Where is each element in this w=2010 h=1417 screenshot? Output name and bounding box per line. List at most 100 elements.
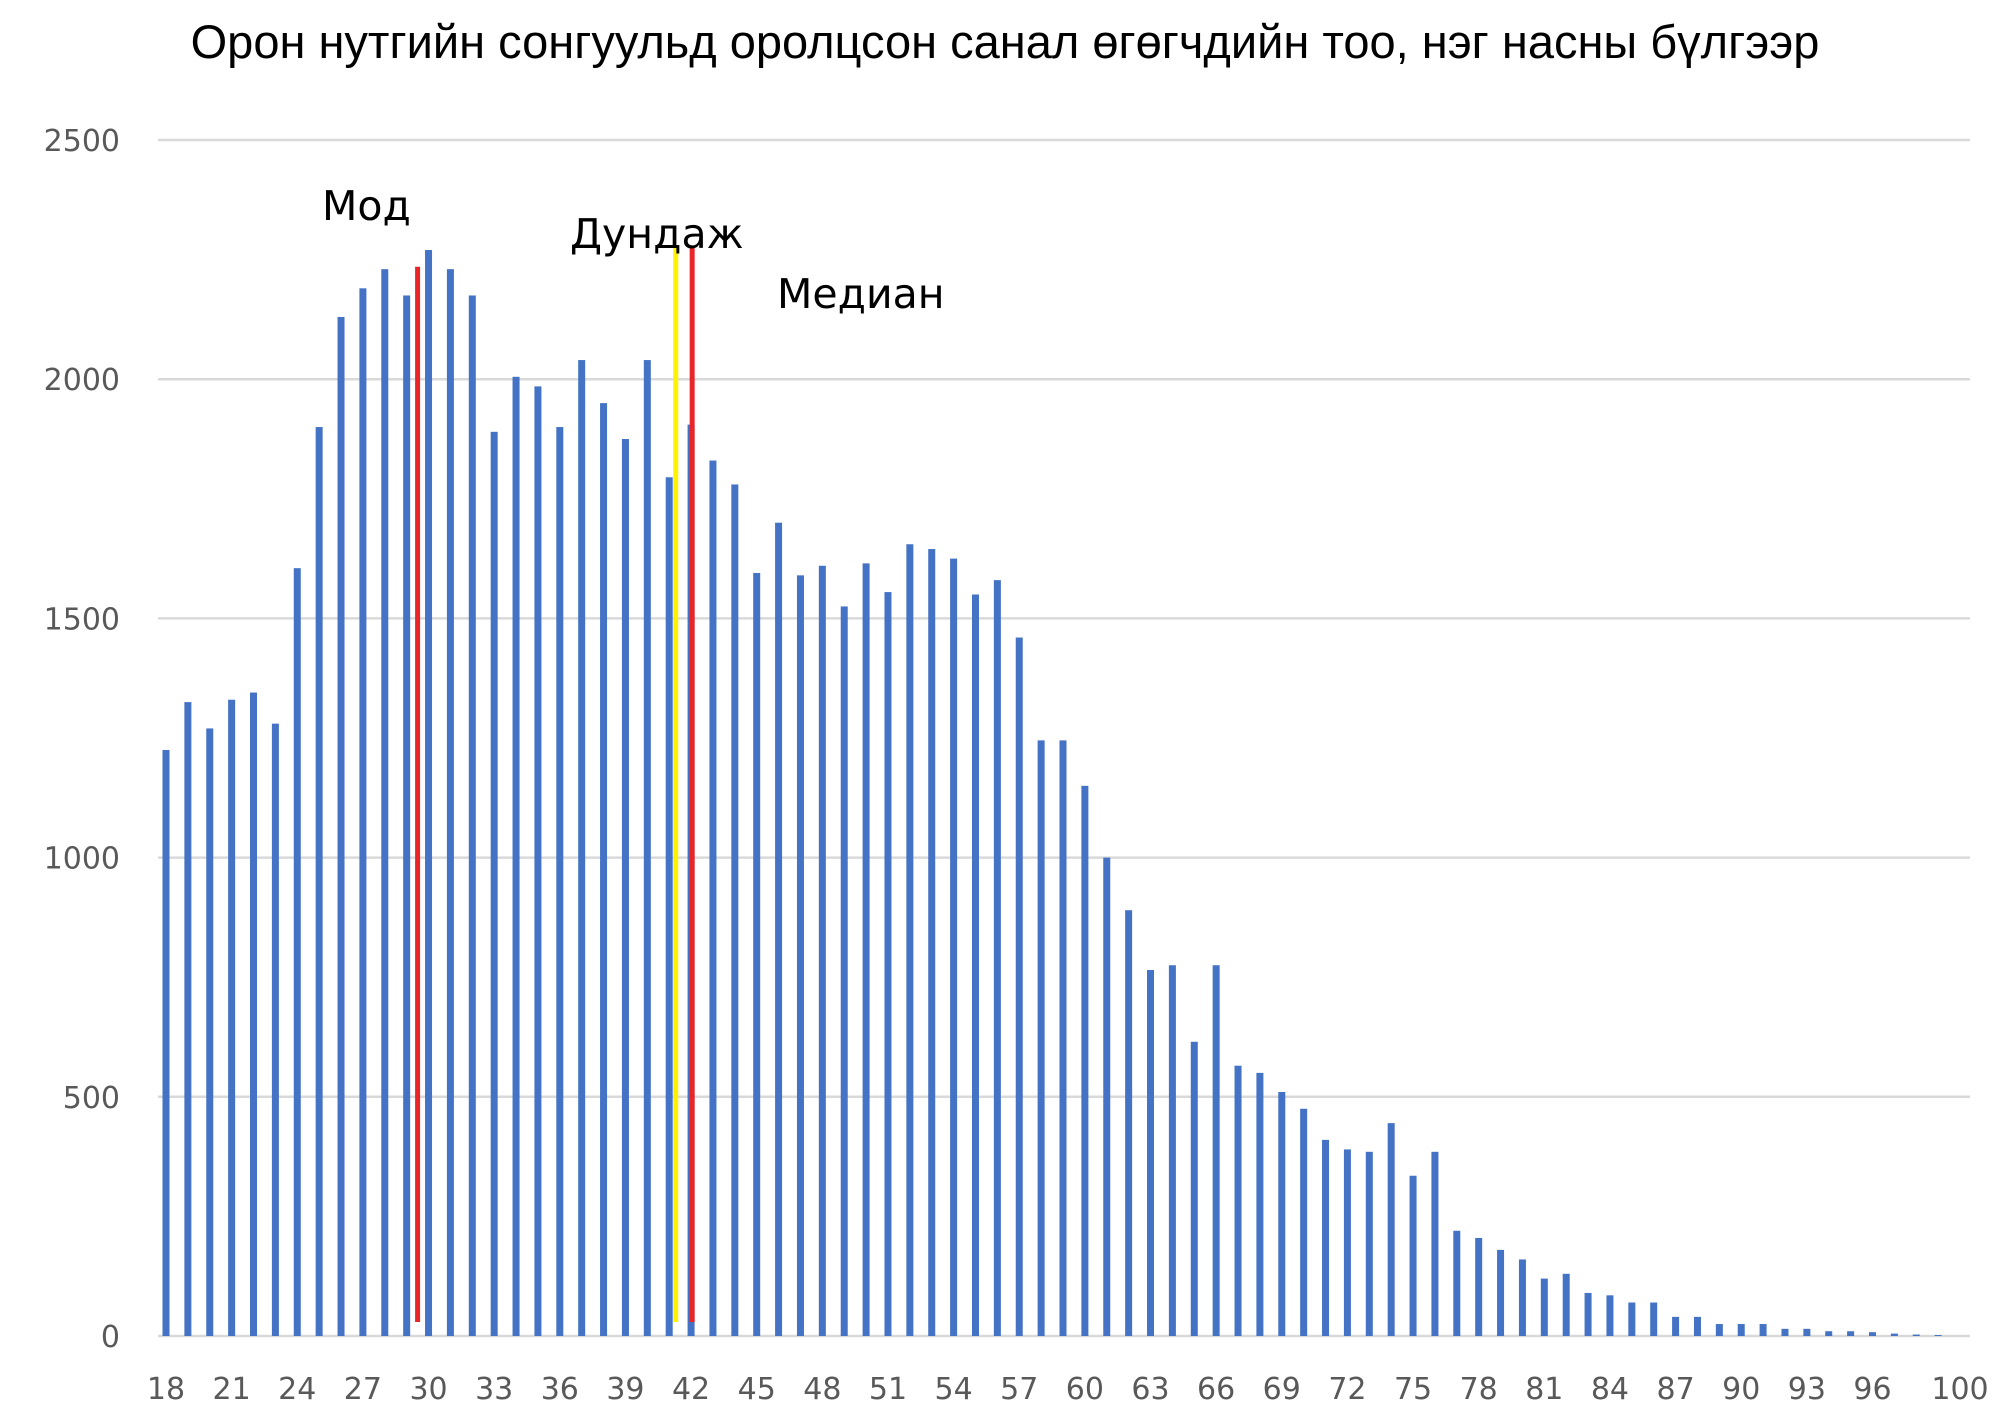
x-tick-label: 81 (1525, 1372, 1563, 1407)
bar (1037, 740, 1045, 1336)
bar (1059, 740, 1067, 1336)
bar (1737, 1324, 1745, 1336)
bar (1234, 1065, 1242, 1336)
x-tick-label: 21 (213, 1372, 251, 1407)
x-tick-label: 24 (278, 1372, 316, 1407)
bar (250, 692, 258, 1336)
x-tick-label: 18 (147, 1372, 185, 1407)
bar (1934, 1335, 1942, 1336)
x-tick-label: 48 (803, 1372, 841, 1407)
bar (1343, 1149, 1351, 1336)
bar (1584, 1292, 1592, 1336)
bar (1715, 1324, 1723, 1336)
bar (796, 575, 804, 1336)
bar (1015, 637, 1023, 1336)
bar (1475, 1237, 1483, 1336)
x-tick-label: 63 (1131, 1372, 1169, 1407)
x-tick-label: 54 (935, 1372, 973, 1407)
marker-label: Дундаж (570, 210, 744, 258)
marker-label: Мод (322, 182, 411, 230)
bar (1518, 1259, 1526, 1336)
bar (621, 439, 629, 1336)
bar (818, 565, 826, 1336)
bar (1628, 1302, 1636, 1336)
bar (271, 723, 279, 1336)
bar (1781, 1328, 1789, 1336)
x-tick-label: 36 (541, 1372, 579, 1407)
bar (1650, 1302, 1658, 1336)
bar (446, 269, 454, 1337)
bar (1147, 970, 1155, 1336)
bar (928, 549, 936, 1336)
y-tick-label: 0 (101, 1320, 120, 1355)
bar (162, 749, 170, 1336)
bar (1540, 1278, 1548, 1336)
x-tick-label: 78 (1460, 1372, 1498, 1407)
x-tick-label: 60 (1066, 1372, 1104, 1407)
bar (228, 699, 236, 1336)
y-tick-label: 2500 (44, 124, 120, 159)
bar (906, 544, 914, 1336)
marker-label: Медиан (777, 270, 945, 318)
bar (971, 594, 979, 1336)
bar (1803, 1328, 1811, 1336)
bar (1825, 1331, 1833, 1336)
bar (862, 563, 870, 1336)
y-tick-label: 1000 (44, 842, 120, 877)
bar (1890, 1333, 1898, 1336)
bar (1365, 1151, 1373, 1336)
bar (1912, 1334, 1920, 1336)
marker-lines (415, 247, 695, 1322)
bar (1672, 1316, 1680, 1336)
bar (1868, 1332, 1876, 1336)
bar (1409, 1175, 1417, 1336)
bars (162, 250, 1942, 1337)
x-tick-label: 72 (1328, 1372, 1366, 1407)
bar (490, 431, 498, 1337)
x-tick-label: 30 (409, 1372, 447, 1407)
bar (381, 269, 389, 1337)
bar (731, 484, 739, 1336)
x-tick-label: 100 (1931, 1372, 1988, 1407)
bar (534, 386, 542, 1337)
bar (556, 427, 564, 1336)
y-tick-label: 2000 (44, 363, 120, 398)
x-tick-label: 39 (606, 1372, 644, 1407)
bar (315, 427, 323, 1336)
bar (403, 295, 411, 1337)
x-tick-label: 42 (672, 1372, 710, 1407)
x-tick-label: 51 (869, 1372, 907, 1407)
bar (1322, 1139, 1330, 1336)
bar (1103, 857, 1111, 1336)
chart-title: Орон нутгийн сонгуульд оролцсон санал өг… (190, 15, 1820, 68)
bar (1759, 1324, 1767, 1336)
bar (425, 250, 433, 1337)
bar (1693, 1316, 1701, 1336)
bar (600, 403, 608, 1336)
x-axis-ticks: 18 21 24 27 30 33 36 39 42 45 48 51 54 57 60 63 66 69 72 75… (147, 1372, 1989, 1407)
annotations: Мод Дундаж Медиан (322, 182, 945, 318)
x-tick-label: 69 (1263, 1372, 1301, 1407)
bar (665, 477, 673, 1337)
bar (1453, 1230, 1461, 1336)
x-tick-label: 27 (344, 1372, 382, 1407)
bar (1300, 1108, 1308, 1336)
bar (468, 295, 476, 1337)
bar (840, 606, 848, 1336)
bar (1278, 1092, 1286, 1336)
bar (950, 558, 958, 1336)
bar (1606, 1295, 1614, 1336)
bar (1256, 1072, 1264, 1336)
bar (359, 288, 367, 1337)
bar (884, 592, 892, 1336)
bar (753, 572, 761, 1336)
bar (1212, 965, 1220, 1336)
y-tick-label: 1500 (44, 602, 120, 637)
bar (709, 460, 717, 1336)
x-tick-label: 84 (1591, 1372, 1629, 1407)
x-tick-label: 57 (1000, 1372, 1038, 1407)
bar (1431, 1151, 1439, 1336)
bar (1497, 1249, 1505, 1336)
x-tick-label: 90 (1722, 1372, 1760, 1407)
